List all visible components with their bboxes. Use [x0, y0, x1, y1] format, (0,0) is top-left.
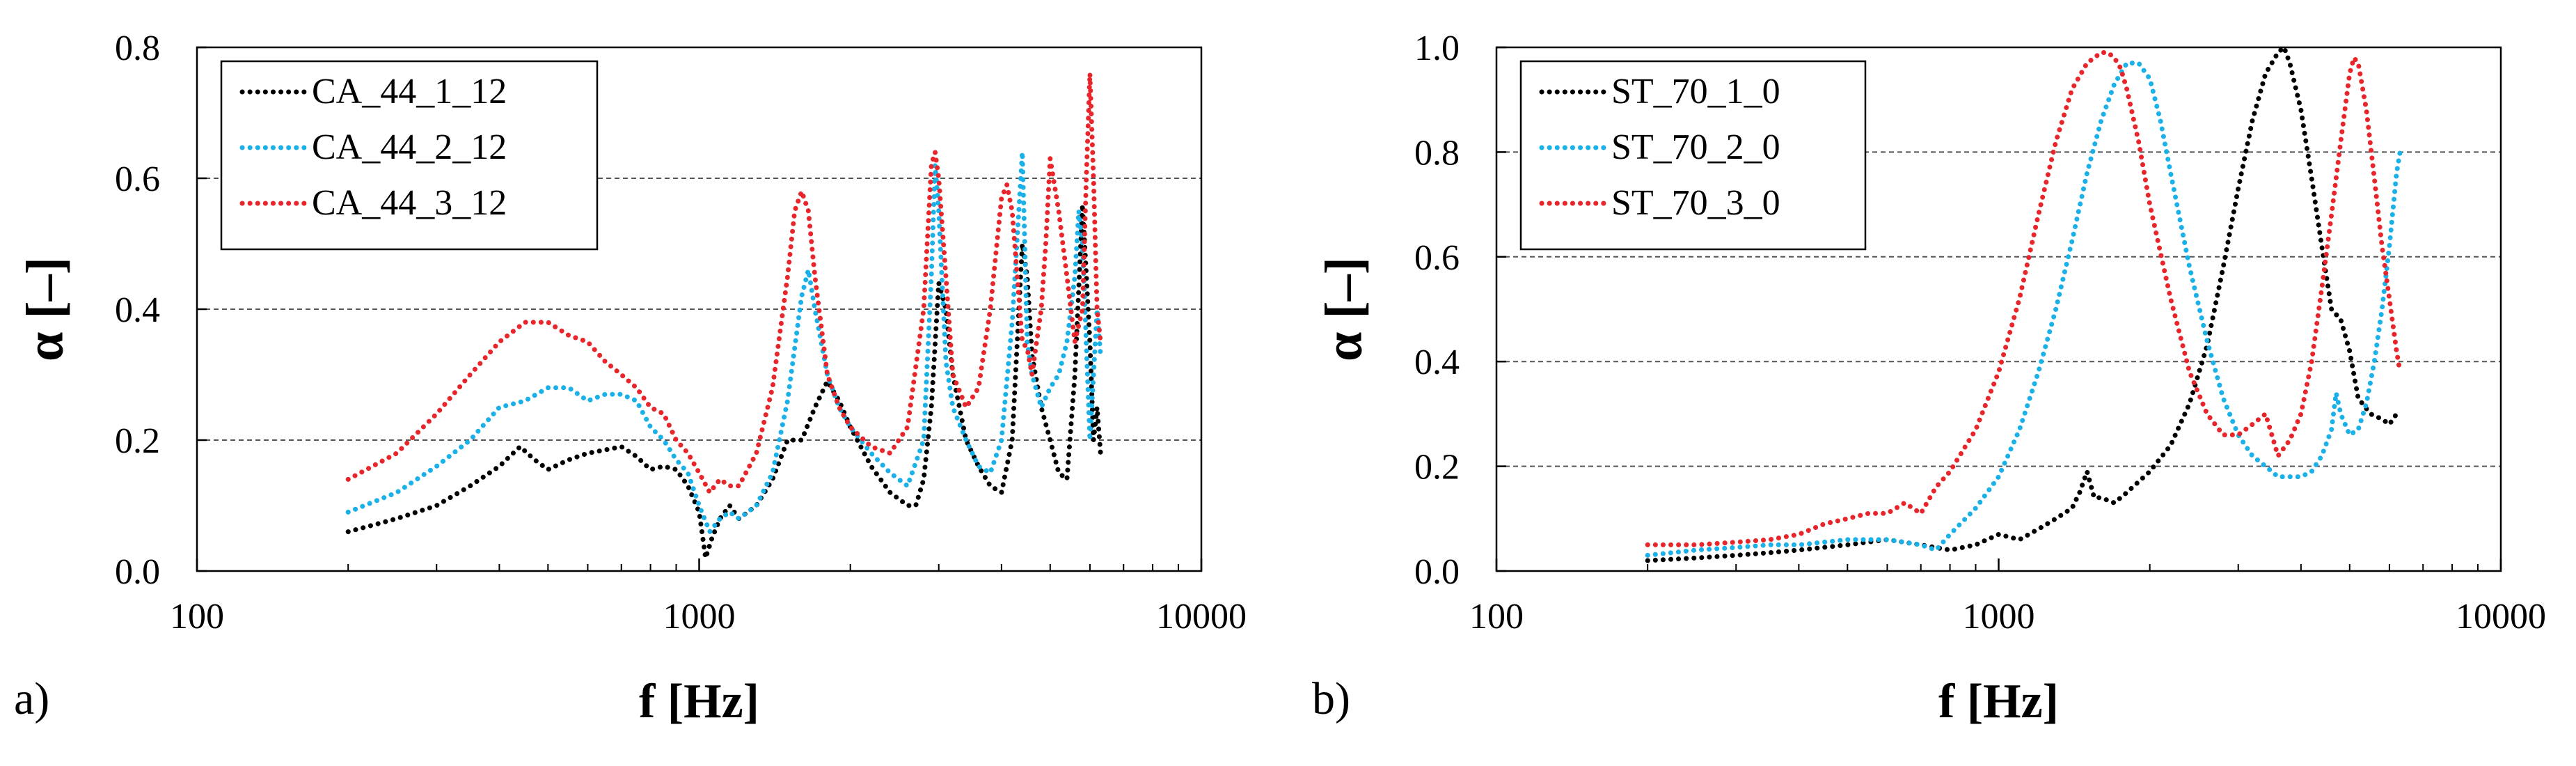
legend-box: [220, 60, 599, 251]
legend-entry-CA_44_3_12: CA_44_3_12: [312, 183, 507, 223]
y-axis-label: α [–]: [16, 257, 74, 361]
chart-panel-b: 0.0 0.2 0.4 0.6 0.8 1.0 100 1000 10000 f [Hz] α [–…: [1312, 29, 2546, 728]
y-tick-label-0: 0.0: [1414, 552, 1460, 592]
y-tick-label-2: 0.4: [115, 290, 160, 330]
y-tick-label-2: 0.4: [1414, 343, 1460, 382]
x-tick-label-0: 100: [1469, 597, 1524, 636]
x-axis-label: f [Hz]: [1938, 675, 2059, 728]
legend-entry-ST_70_2_0: ST_70_2_0: [1611, 127, 1780, 167]
series-line-CA_44_1_12: [345, 202, 1103, 561]
legend: ST_70_1_0 ST_70_2_0 ST_70_3_0: [1519, 60, 1867, 251]
y-tick-label-5: 1.0: [1414, 29, 1460, 68]
legend-entry-CA_44_1_12: CA_44_1_12: [312, 72, 507, 111]
series-line-CA_44_3_12: [345, 71, 1103, 495]
y-tick-label-3: 0.6: [1414, 238, 1460, 278]
x-tick-label-1: 1000: [663, 597, 736, 636]
series-line-ST_70_2_0: [1645, 61, 2403, 558]
panel-label: b): [1312, 673, 1350, 724]
x-tick-label-1: 1000: [1963, 597, 2035, 636]
x-tick-label-2: 10000: [1156, 597, 1247, 636]
y-tick-label-0: 0.0: [115, 552, 160, 592]
legend-entry-ST_70_3_0: ST_70_3_0: [1611, 183, 1780, 223]
series-line-ST_70_3_0: [1645, 50, 2403, 547]
legend: CA_44_1_12 CA_44_2_12 CA_44_3_12: [220, 60, 599, 251]
legend-entry-CA_44_2_12: CA_44_2_12: [312, 127, 507, 167]
x-axis-label: f [Hz]: [639, 675, 759, 728]
y-tick-label-4: 0.8: [115, 29, 160, 68]
chart-panel-a: 0.0 0.2 0.4 0.6 0.8 100 1000 10000 f [Hz] α [–] a)…: [14, 29, 1247, 728]
y-tick-label-3: 0.6: [115, 159, 160, 199]
panel-label: a): [14, 673, 49, 724]
y-tick-label-4: 0.8: [1414, 133, 1460, 173]
legend-entry-ST_70_1_0: ST_70_1_0: [1611, 72, 1780, 111]
y-tick-label-1: 0.2: [115, 421, 160, 461]
y-tick-label-1: 0.2: [1414, 448, 1460, 487]
x-tick-label-2: 10000: [2456, 597, 2546, 636]
x-tick-label-0: 100: [170, 597, 224, 636]
y-axis-label: α [–]: [1315, 257, 1373, 361]
